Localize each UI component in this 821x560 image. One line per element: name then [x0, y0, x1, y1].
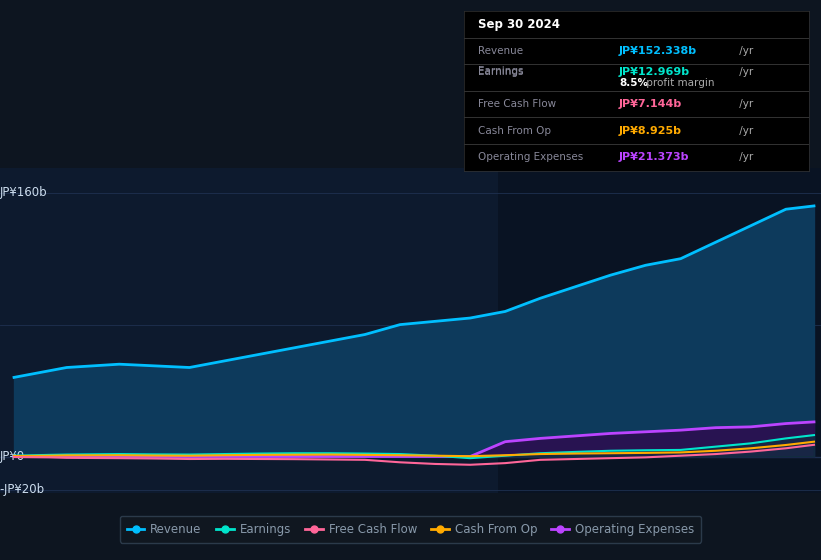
Text: JP¥160b: JP¥160b — [0, 186, 47, 199]
Text: JP¥0: JP¥0 — [0, 450, 25, 463]
Text: Free Cash Flow: Free Cash Flow — [478, 99, 556, 109]
Text: -JP¥20b: -JP¥20b — [0, 483, 44, 496]
Text: /yr: /yr — [736, 125, 754, 136]
Text: /yr: /yr — [736, 99, 754, 109]
Text: JP¥21.373b: JP¥21.373b — [619, 152, 690, 162]
Text: /yr: /yr — [736, 152, 754, 162]
Text: /yr: /yr — [736, 67, 754, 77]
Text: Operating Expenses: Operating Expenses — [478, 152, 583, 162]
Text: Earnings: Earnings — [478, 67, 523, 77]
Text: Earnings: Earnings — [478, 66, 523, 76]
Legend: Revenue, Earnings, Free Cash Flow, Cash From Op, Operating Expenses: Revenue, Earnings, Free Cash Flow, Cash … — [120, 516, 701, 543]
Text: /yr: /yr — [736, 46, 754, 56]
Text: profit margin: profit margin — [643, 78, 714, 88]
Bar — [498, 168, 821, 493]
Text: Revenue: Revenue — [478, 46, 523, 56]
Text: 8.5%: 8.5% — [619, 78, 648, 88]
Text: JP¥7.144b: JP¥7.144b — [619, 99, 682, 109]
Text: JP¥152.338b: JP¥152.338b — [619, 46, 697, 56]
Text: JP¥12.969b: JP¥12.969b — [619, 67, 690, 77]
Text: JP¥8.925b: JP¥8.925b — [619, 125, 682, 136]
Text: Sep 30 2024: Sep 30 2024 — [478, 18, 560, 31]
Text: Cash From Op: Cash From Op — [478, 125, 551, 136]
